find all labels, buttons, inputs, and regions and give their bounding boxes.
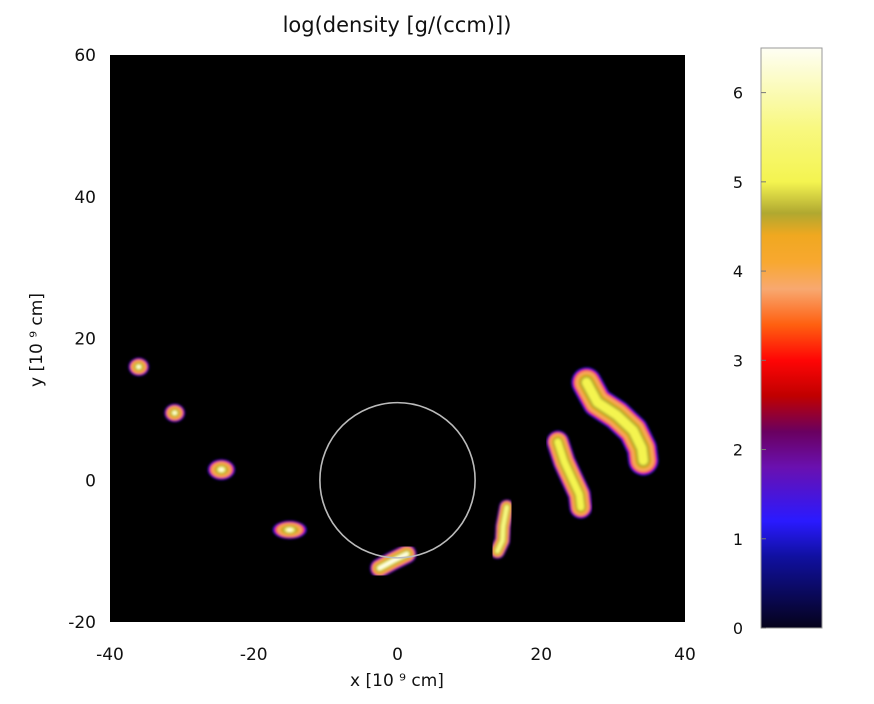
density-level [173,411,177,415]
y-tick-label: -20 [68,613,96,633]
density-level [495,504,510,554]
clump-5 [370,544,417,578]
density-clumps [128,357,659,578]
y-tick-label: 0 [85,471,96,491]
density-level [581,377,648,466]
x-tick-label: -20 [240,645,268,665]
x-tick-label: -40 [96,645,124,665]
colorbar-ticks: 0 1 2 3 4 5 6 [733,84,766,638]
plot-area [110,55,685,622]
colorbar-tick-label: 5 [733,173,743,192]
x-tick-label: 20 [530,645,552,665]
colorbar-tick-label: 2 [733,441,743,460]
colorbar-tick-label: 4 [733,262,743,281]
density-level [378,552,409,570]
clump-3 [207,459,235,480]
reference-circle [319,401,476,559]
clump-1 [128,357,149,376]
y-axis-label: y [10 ⁹ cm] [27,293,47,387]
colorbar [760,47,823,629]
density-level [137,365,141,369]
chart-title: log(density [g/(ccm)]) [283,13,512,37]
x-tick-label: 40 [674,645,696,665]
clump-7 [546,430,592,519]
density-level [287,528,293,532]
y-tick-label: 20 [74,330,96,350]
x-axis-label: x [10 ⁹ cm] [350,671,444,691]
y-axis: -20 0 20 40 60 [68,46,96,633]
y-tick-label: 40 [74,188,96,208]
x-axis: -40 -20 0 20 40 [96,645,696,665]
density-level [219,468,224,472]
clump-2 [164,403,185,422]
clump-6 [489,499,515,559]
clump-4 [272,520,307,539]
colorbar-tick-label: 3 [733,351,743,370]
colorbar-tick-label: 0 [733,619,743,638]
colorbar-tick-label: 1 [733,530,743,549]
density-level [554,438,585,511]
colorbar-tick-label: 6 [733,84,743,103]
clump-8 [571,367,659,476]
y-tick-label: 60 [74,46,96,66]
x-tick-label: 0 [392,645,403,665]
